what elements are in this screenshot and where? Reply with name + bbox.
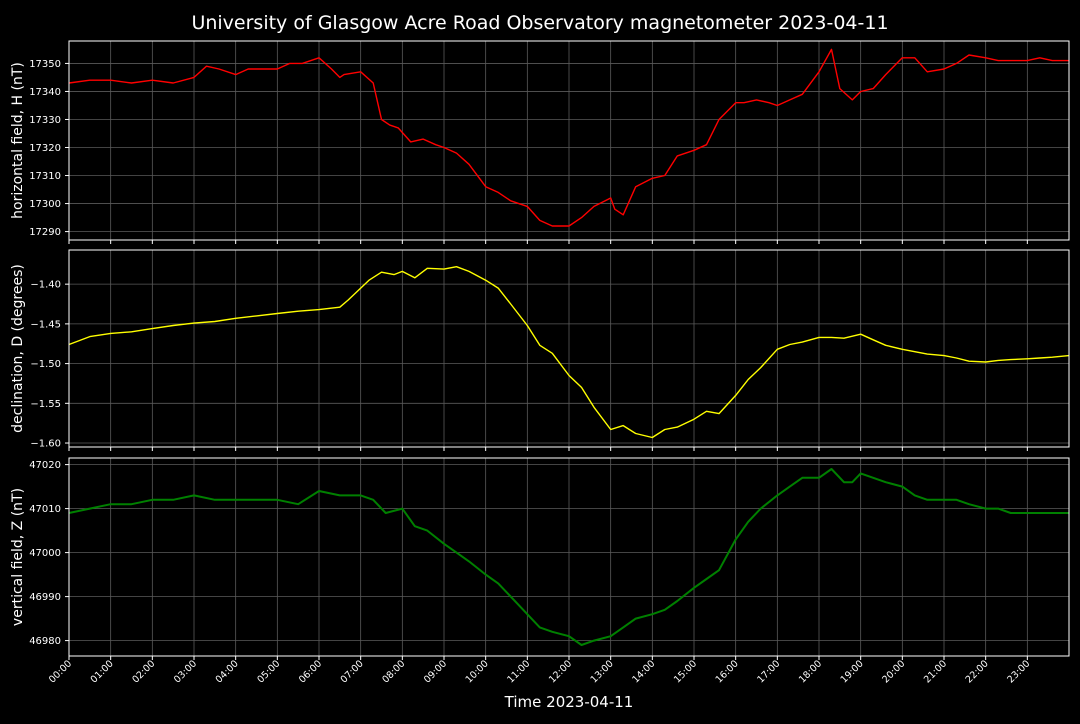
series-line	[68, 266, 1070, 439]
y-tick-label: 17340	[29, 87, 61, 98]
y-tick-label: 17300	[29, 199, 61, 210]
panel-2: −1.60 −1.55 −1.50 −1.45 −1.40 declination, D …	[10, 249, 1070, 451]
y-axis-label: vertical field, Z (nT)	[10, 488, 26, 626]
y-tick-label: 47000	[29, 548, 61, 559]
chart-title: University of Glasgow Acre Road Observat…	[191, 12, 888, 34]
y-tick-label: −1.40	[30, 280, 61, 291]
y-tick-label: 17290	[29, 227, 61, 238]
x-axis-label: Time 2023-04-11	[504, 693, 634, 711]
series-line	[68, 48, 1069, 227]
y-axis-label: horizontal field, H (nT)	[10, 62, 26, 219]
y-tick-label: 47020	[29, 460, 61, 471]
y-axis-label: declination, D (degrees)	[10, 264, 26, 433]
y-tick-label: −1.60	[30, 439, 61, 450]
panel-frame	[68, 40, 1070, 241]
y-tick-label: 17350	[29, 59, 61, 70]
y-tick-label: 46990	[29, 592, 61, 603]
y-tick-label: −1.55	[30, 399, 61, 410]
panel-3: 46980 46990 47000 47010 47020 vertical field,…	[10, 457, 1070, 660]
y-tick-label: 47010	[29, 504, 61, 515]
panel-1: 17290 17300 17310 17320 17330 17340 17350horiz…	[10, 40, 1070, 244]
series-line	[68, 468, 1069, 646]
y-tick-label: 46980	[29, 636, 61, 647]
panel-frame	[68, 249, 1070, 448]
y-tick-label: −1.45	[30, 319, 61, 330]
y-tick-label: 17310	[29, 171, 61, 182]
y-tick-label: 17330	[29, 115, 61, 126]
y-tick-label: 17320	[29, 143, 61, 154]
panel-frame	[68, 457, 1070, 657]
y-tick-label: −1.50	[30, 359, 61, 370]
panels: 17290 17300 17310 17320 17330 17340 17350horiz…	[10, 40, 1070, 685]
